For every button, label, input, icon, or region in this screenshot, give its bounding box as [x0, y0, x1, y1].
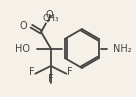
Text: CH₃: CH₃	[42, 14, 59, 23]
Text: F: F	[67, 67, 73, 77]
Text: F: F	[48, 74, 54, 84]
Text: F: F	[29, 67, 34, 77]
Text: O: O	[19, 21, 27, 31]
Text: O: O	[45, 10, 53, 20]
Text: NH₂: NH₂	[113, 43, 132, 54]
Text: HO: HO	[16, 43, 30, 54]
